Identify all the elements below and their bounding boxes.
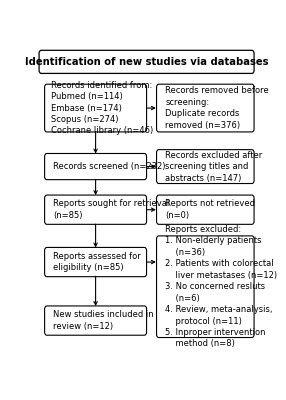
Text: New studies included in
review (n=12): New studies included in review (n=12) [53,310,154,331]
FancyBboxPatch shape [45,84,147,132]
Text: Records removed before
screening:
Duplicate records
removed (n=376): Records removed before screening: Duplic… [165,86,269,130]
FancyBboxPatch shape [156,84,254,132]
Text: Reports sought for retrieval
(n=85): Reports sought for retrieval (n=85) [53,200,170,220]
Text: Records identified from:
Pubmed (n=114)
Embase (n=174)
Scopus (n=274)
Cochrane l: Records identified from: Pubmed (n=114) … [51,81,154,136]
Text: Reports excluded:
1. Non-elderly patients
    (n=36)
2. Patients with colorectal: Reports excluded: 1. Non-elderly patient… [165,225,277,348]
Text: Reports assessed for
eligibility (n=85): Reports assessed for eligibility (n=85) [53,252,141,272]
FancyBboxPatch shape [45,154,147,180]
FancyBboxPatch shape [156,195,254,224]
FancyBboxPatch shape [45,248,147,277]
Text: Identification of new studies via databases: Identification of new studies via databa… [25,57,268,67]
FancyBboxPatch shape [39,50,254,74]
FancyBboxPatch shape [45,306,147,335]
FancyBboxPatch shape [156,150,254,184]
FancyBboxPatch shape [156,236,254,338]
Text: Reports not retrieved
(n=0): Reports not retrieved (n=0) [165,200,255,220]
Text: Records excluded after
screening titles and
abstracts (n=147): Records excluded after screening titles … [165,151,263,182]
FancyBboxPatch shape [45,195,147,224]
Text: Records screened (n=232): Records screened (n=232) [53,162,166,171]
